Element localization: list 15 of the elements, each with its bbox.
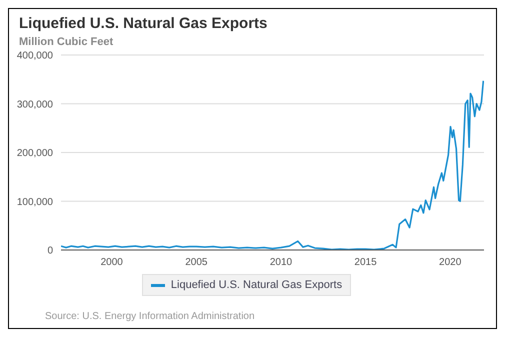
y-tick-label: 400,000 — [16, 50, 54, 62]
x-tick-label: 2000 — [100, 257, 124, 268]
x-tick-label: 2015 — [354, 257, 378, 268]
legend-label: Liquefied U.S. Natural Gas Exports — [142, 274, 352, 296]
x-tick-label: 2005 — [185, 257, 208, 268]
y-tick-label: 0 — [47, 246, 54, 257]
chart-title: Liquefied U.S. Natural Gas Exports — [19, 15, 268, 32]
x-tick-label: 2010 — [270, 257, 293, 268]
y-tick-label: 300,000 — [16, 99, 54, 110]
x-tick-label: 2020 — [439, 257, 462, 268]
y-axis-title: Million Cubic Feet — [19, 36, 114, 48]
y-tick-label: 100,000 — [16, 196, 54, 208]
source-note: Source: U.S. Energy Information Administration — [45, 311, 255, 322]
y-tick-label: 200,000 — [16, 148, 54, 160]
line-series — [61, 80, 484, 250]
